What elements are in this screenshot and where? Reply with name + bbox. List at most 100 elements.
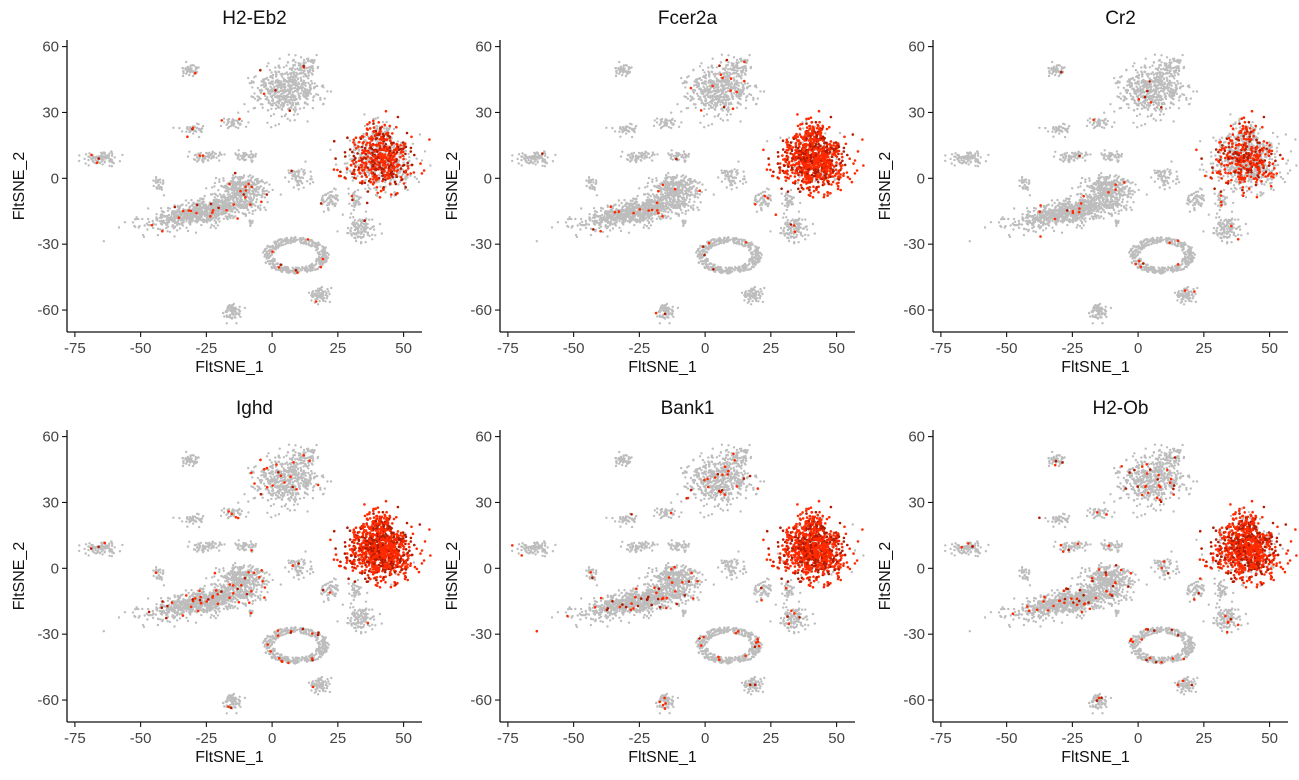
cell-point: [698, 65, 702, 68]
expressed-cell-point: [365, 133, 369, 136]
cell-point: [352, 232, 355, 235]
cell-point: [314, 298, 317, 301]
x-tick-label: -75: [64, 340, 86, 357]
cell-point: [91, 159, 94, 162]
cell-point: [201, 218, 205, 221]
cell-point: [267, 249, 270, 253]
cell-point: [298, 238, 301, 241]
cell-point: [90, 157, 93, 160]
cell-point: [103, 161, 106, 164]
cell-point: [205, 187, 208, 190]
cell-point: [345, 171, 348, 174]
cell-point: [287, 169, 290, 172]
cell-point: [240, 119, 243, 123]
cell-point: [192, 201, 195, 204]
expressed-cell-point: [365, 127, 369, 130]
cell-point: [687, 75, 690, 78]
cell-point: [267, 190, 270, 194]
cell-point: [235, 183, 238, 186]
cell-point: [271, 80, 275, 83]
cell-point: [216, 224, 220, 227]
cell-point: [366, 226, 369, 229]
cell-point: [276, 91, 280, 94]
cell-point: [238, 305, 241, 308]
cell-point: [271, 75, 274, 79]
cell-point: [151, 219, 154, 223]
cell-point: [365, 171, 369, 174]
cell-point: [294, 108, 298, 111]
expressed-cell-point: [406, 173, 409, 176]
cell-point: [229, 205, 233, 208]
cell-point: [239, 196, 243, 199]
cell-point: [291, 174, 294, 177]
cell-point: [696, 94, 700, 98]
cell-point: [159, 228, 162, 231]
cell-point: [270, 126, 273, 129]
cell-point: [725, 75, 729, 78]
cell-point: [724, 66, 728, 69]
cell-point: [213, 152, 217, 155]
cell-point: [78, 159, 81, 163]
cell-point: [247, 110, 250, 113]
cell-point: [680, 110, 683, 113]
cell-point: [249, 150, 253, 153]
expressed-cell-point: [379, 189, 383, 193]
cell-point: [325, 297, 329, 300]
cell-point: [696, 85, 699, 89]
expressed-cell-point: [294, 269, 298, 272]
cell-point: [695, 92, 699, 96]
cell-point: [350, 234, 353, 237]
cell-point: [190, 198, 193, 202]
cell-point: [260, 84, 263, 87]
cell-point: [295, 90, 299, 93]
cell-point: [730, 188, 733, 191]
cell-point: [185, 226, 188, 229]
cell-point: [567, 225, 570, 229]
cell-point: [692, 90, 695, 93]
cell-point: [243, 306, 247, 310]
cell-point: [259, 207, 262, 210]
cell-point: [321, 263, 324, 267]
cell-point: [333, 187, 336, 190]
cell-point: [726, 110, 730, 113]
expressed-cell-point: [244, 189, 248, 192]
cell-point: [352, 191, 356, 194]
cell-point: [294, 177, 297, 181]
cell-point: [398, 180, 402, 184]
expressed-cell-point: [187, 209, 191, 212]
cell-point: [276, 79, 279, 82]
cell-point: [387, 129, 390, 132]
cell-point: [726, 78, 729, 81]
cell-point: [294, 106, 297, 109]
cell-point: [739, 66, 742, 70]
cell-point: [222, 311, 225, 315]
expressed-cell-point: [389, 152, 392, 156]
cell-point: [285, 90, 288, 93]
cell-point: [726, 119, 729, 122]
cell-point: [703, 126, 706, 129]
cell-point: [282, 66, 286, 69]
cell-point: [247, 121, 250, 124]
cell-point: [231, 182, 235, 186]
cell-point: [271, 99, 275, 103]
cell-point: [168, 230, 172, 234]
cell-point: [244, 182, 247, 186]
cell-point: [232, 173, 235, 177]
cell-point: [253, 92, 256, 95]
cell-point: [358, 224, 361, 228]
cell-point: [601, 230, 605, 234]
expressed-cell-point: [378, 196, 382, 199]
cell-point: [280, 87, 283, 90]
cell-point: [297, 64, 301, 67]
cell-point: [166, 222, 169, 226]
cell-point: [364, 210, 368, 213]
cell-point: [735, 69, 739, 73]
cell-point: [748, 53, 751, 57]
expressed-cell-point: [370, 136, 374, 140]
expressed-cell-point: [332, 168, 336, 171]
cell-point: [375, 188, 378, 192]
cell-point: [284, 269, 287, 272]
expressed-cell-point: [384, 109, 388, 113]
expressed-cell-point: [379, 147, 383, 151]
cell-point: [283, 238, 286, 241]
